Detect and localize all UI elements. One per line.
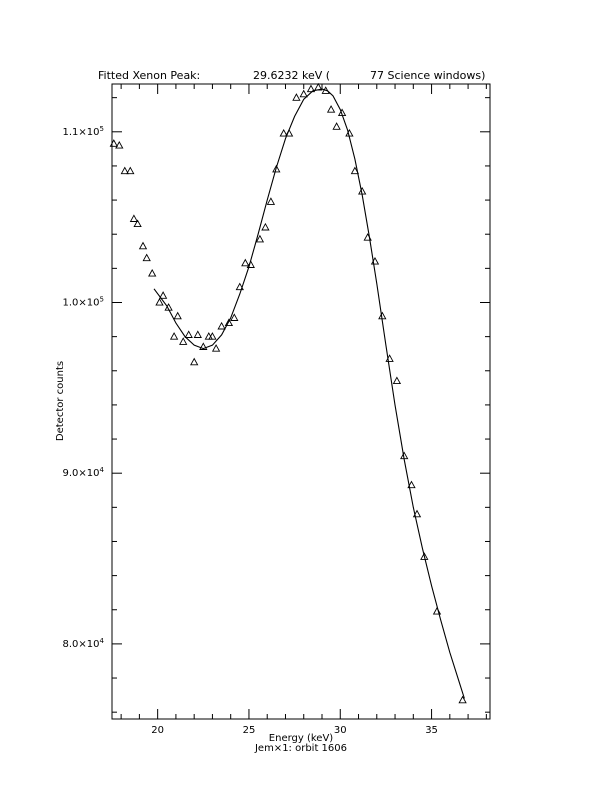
data-point xyxy=(326,105,336,113)
data-point xyxy=(138,241,148,250)
y-axis-ticks xyxy=(112,97,490,713)
data-point xyxy=(314,82,323,91)
plot-frame xyxy=(111,83,491,720)
data-point xyxy=(133,219,142,228)
data-point xyxy=(385,354,394,362)
data-point xyxy=(378,311,387,320)
data-point xyxy=(458,695,467,704)
data-points xyxy=(109,82,467,704)
data-point xyxy=(284,128,294,137)
data-point xyxy=(358,186,367,195)
data-point xyxy=(184,330,193,338)
data-point xyxy=(217,321,226,330)
chart-subtitle: Jem×1: orbit 1606 xyxy=(254,743,347,754)
title-windows: 77 Science windows) xyxy=(370,69,485,82)
data-point xyxy=(321,86,330,94)
data-point xyxy=(370,256,380,265)
data-point xyxy=(261,222,270,231)
data-point xyxy=(120,166,129,175)
data-point xyxy=(126,166,135,175)
data-point xyxy=(173,311,182,320)
data-point xyxy=(332,122,341,130)
data-point xyxy=(193,330,202,338)
data-point xyxy=(432,606,442,615)
data-point xyxy=(211,344,221,352)
title-energy: 29.6232 keV ( xyxy=(253,69,330,82)
data-point xyxy=(345,128,354,137)
x-tick-label: 25 xyxy=(243,725,256,736)
data-point xyxy=(230,313,239,321)
y-tick-label: 1.1×105 xyxy=(63,125,104,138)
y-tick-label: 1.0×105 xyxy=(63,295,104,308)
data-point xyxy=(241,258,250,267)
fit-curve xyxy=(153,88,465,699)
data-point xyxy=(179,337,188,345)
y-tick-labels: 8.0×104 9.0×104 1.0×105 1.1×105 xyxy=(63,125,105,650)
data-point xyxy=(235,282,244,291)
data-point xyxy=(266,197,276,205)
data-point xyxy=(363,233,372,241)
data-point xyxy=(129,214,139,222)
data-point xyxy=(255,234,265,243)
x-tick-labels: 20 25 30 35 xyxy=(151,725,438,736)
data-point xyxy=(142,253,151,262)
data-point xyxy=(155,297,164,306)
y-axis-label: Detector counts xyxy=(55,361,66,441)
title-label: Fitted Xenon Peak: xyxy=(98,69,200,82)
x-axis-label: Energy (keV) xyxy=(269,733,334,744)
data-point xyxy=(299,89,308,98)
data-point xyxy=(306,84,316,93)
data-point xyxy=(164,303,173,311)
data-point xyxy=(350,166,360,175)
data-point xyxy=(169,332,179,340)
data-point xyxy=(208,332,217,340)
data-point xyxy=(279,128,288,137)
data-point xyxy=(412,509,422,518)
x-tick-label: 30 xyxy=(334,725,347,736)
data-point xyxy=(190,357,199,366)
data-point xyxy=(109,139,118,147)
x-axis-ticks xyxy=(120,84,487,719)
data-point xyxy=(400,451,409,460)
chart-title: Fitted Xenon Peak: 29.6232 keV ( 77 Scie… xyxy=(98,69,485,82)
data-point xyxy=(158,291,168,299)
data-point xyxy=(292,93,301,101)
data-point xyxy=(392,376,402,385)
y-tick-label: 9.0×104 xyxy=(63,466,105,479)
data-point xyxy=(407,480,416,489)
x-tick-label: 35 xyxy=(425,725,438,736)
data-point xyxy=(199,342,208,350)
data-point xyxy=(246,260,255,268)
x-tick-label: 20 xyxy=(151,725,164,736)
data-point xyxy=(115,140,124,149)
y-tick-label: 8.0×104 xyxy=(63,637,105,650)
data-point xyxy=(420,552,429,560)
data-point xyxy=(148,268,157,277)
data-point xyxy=(337,108,347,117)
data-point xyxy=(272,164,281,173)
data-point xyxy=(224,318,234,327)
